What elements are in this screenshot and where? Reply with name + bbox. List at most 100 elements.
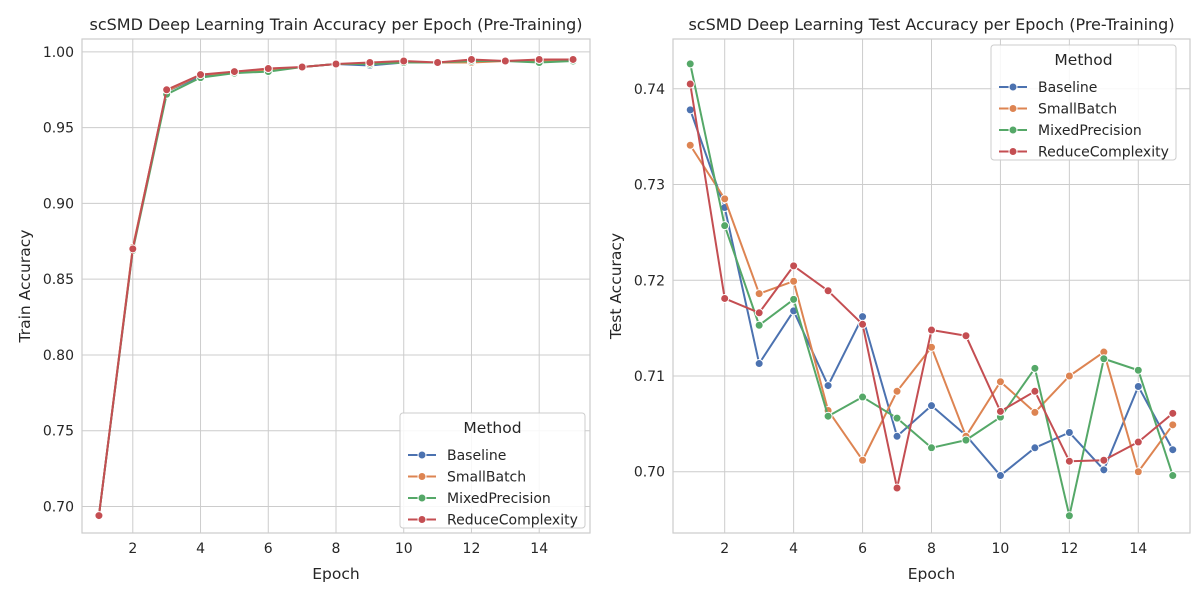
data-point: [823, 381, 833, 391]
x-tick-label: 2: [720, 541, 729, 557]
data-point: [685, 140, 695, 150]
data-point: [1030, 443, 1040, 453]
data-point: [995, 377, 1005, 387]
test-accuracy-chart: 2 4 6 8 10 12 14 0.70 0.71 0.72 0.73 0.74 scSMD Deep…: [607, 15, 1191, 583]
data-point: [263, 64, 273, 74]
x-tick-label: 4: [196, 541, 205, 557]
data-point: [685, 59, 695, 69]
x-tick-label: 8: [927, 541, 936, 557]
y-tick-label: 0.70: [43, 499, 74, 515]
data-point: [789, 261, 799, 271]
y-tick-label: 0.85: [43, 272, 74, 288]
data-point: [927, 443, 936, 453]
x-tick-label: 14: [1129, 541, 1147, 557]
data-point: [1030, 363, 1040, 373]
legend: Method Baseline SmallBatch MixedPrecision Re…: [399, 412, 586, 529]
data-point: [1168, 408, 1178, 418]
x-axis-label: Epoch: [908, 565, 955, 583]
x-tick-label: 2: [128, 541, 137, 557]
data-point: [1064, 511, 1074, 521]
y-tick-label: 0.70: [634, 465, 665, 481]
legend-entry: MixedPrecision: [408, 491, 551, 507]
data-point: [858, 455, 868, 465]
legend-marker: [417, 493, 427, 503]
data-point: [720, 194, 730, 204]
legend-entry: Baseline: [408, 448, 506, 464]
legend-entry: SmallBatch: [999, 102, 1117, 118]
y-axis-label: Train Accuracy: [16, 230, 34, 344]
x-tick-label: 10: [395, 541, 413, 557]
data-point: [1030, 407, 1040, 417]
data-point: [892, 386, 902, 396]
data-point: [128, 244, 138, 254]
legend-label: SmallBatch: [1038, 102, 1117, 118]
data-point: [1133, 365, 1143, 375]
legend-marker: [1008, 82, 1018, 92]
data-point: [858, 392, 868, 402]
data-point: [858, 319, 868, 329]
series-reducecomplexity: [94, 54, 578, 521]
data-point: [823, 411, 833, 421]
data-point: [961, 331, 971, 341]
legend-entry: MixedPrecision: [999, 123, 1142, 139]
data-point: [754, 359, 764, 369]
data-point: [331, 59, 341, 69]
data-point: [995, 471, 1005, 481]
data-point: [365, 57, 375, 67]
y-tick-label: 0.80: [43, 348, 74, 364]
y-tick-label: 1.00: [43, 45, 74, 61]
legend: Method Baseline SmallBatch MixedPrecision Re…: [990, 44, 1177, 161]
legend-title: Method: [1054, 51, 1112, 69]
legend-label: SmallBatch: [447, 470, 526, 486]
data-point: [720, 293, 730, 303]
data-point: [196, 70, 206, 80]
data-point: [720, 221, 730, 231]
train-accuracy-chart: 2 4 6 8 10 12 14 0.70 0.75 0.80 0.85 0.90 0.95 1.00 sc…: [16, 15, 591, 583]
legend-label: MixedPrecision: [1038, 123, 1142, 139]
x-tick-label: 4: [789, 541, 798, 557]
data-point: [892, 413, 902, 423]
data-point: [1030, 386, 1040, 396]
y-tick-label: 0.71: [634, 369, 665, 385]
data-point: [229, 67, 239, 77]
data-point: [995, 406, 1005, 416]
data-point: [1064, 456, 1074, 466]
data-point: [1099, 354, 1109, 364]
data-point: [94, 511, 104, 521]
y-tick-label: 0.74: [634, 82, 665, 98]
y-tick-label: 0.72: [634, 273, 665, 289]
data-point: [466, 54, 476, 64]
data-point: [399, 56, 409, 66]
x-tick-label: 12: [463, 541, 481, 557]
data-point: [927, 401, 936, 411]
data-point: [1133, 467, 1143, 477]
data-point: [1064, 427, 1074, 437]
legend-entry: SmallBatch: [408, 470, 526, 486]
data-point: [568, 54, 578, 64]
x-tick-label: 6: [858, 541, 867, 557]
y-tick-label: 0.95: [43, 121, 74, 137]
x-tick-label: 12: [1060, 541, 1078, 557]
legend-label: ReduceComplexity: [1038, 145, 1169, 161]
data-point: [534, 54, 544, 64]
series-reducecomplexity: [685, 79, 1178, 493]
legend-label: Baseline: [1038, 80, 1097, 96]
data-point: [1168, 420, 1178, 430]
data-point: [297, 62, 307, 72]
legend-label: Baseline: [447, 448, 506, 464]
data-point: [1133, 382, 1143, 392]
y-tick-label: 0.73: [634, 178, 665, 194]
data-point: [823, 286, 833, 296]
data-point: [754, 289, 764, 299]
data-point: [685, 79, 695, 89]
y-tick-label: 0.90: [43, 196, 74, 212]
data-point: [892, 431, 902, 441]
data-point: [789, 276, 799, 286]
data-point: [1099, 465, 1109, 475]
legend-marker: [417, 450, 427, 460]
data-point: [892, 483, 902, 493]
legend-label: ReduceComplexity: [447, 513, 578, 529]
legend-label: MixedPrecision: [447, 491, 551, 507]
x-tick-label: 6: [264, 541, 273, 557]
